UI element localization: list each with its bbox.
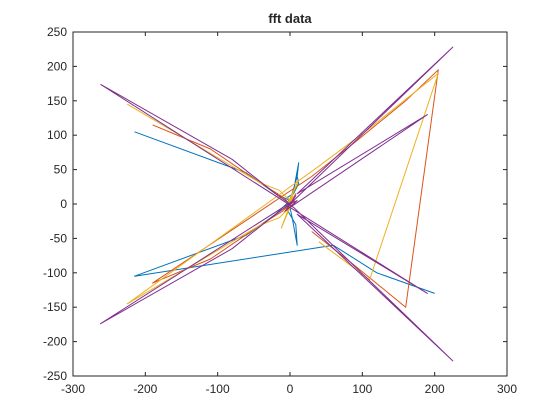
x-tick-label: -100 [206, 382, 230, 396]
y-tick-label: -250 [43, 369, 67, 383]
y-tick-label: -200 [43, 335, 67, 349]
y-tick-label: 0 [60, 197, 67, 211]
y-tick-label: 250 [47, 25, 67, 39]
y-tick-label: 100 [47, 128, 67, 142]
x-tick-label: -300 [61, 382, 85, 396]
x-tick-label: -200 [133, 382, 157, 396]
y-tick-label: 200 [47, 59, 67, 73]
x-tick-label: 300 [497, 382, 517, 396]
y-tick-label: 150 [47, 94, 67, 108]
y-tick-label: 50 [54, 163, 68, 177]
x-tick-label: 0 [287, 382, 294, 396]
chart-title: fft data [268, 11, 312, 26]
series-layer [100, 46, 454, 362]
y-tick-label: -100 [43, 266, 67, 280]
x-tick-label: 200 [425, 382, 445, 396]
tick-layer: -300 -200 -100 0 100 200 300 -250 -200 -150 -100 -5… [43, 25, 517, 396]
y-tick-label: -50 [50, 231, 68, 245]
series-line-4 [100, 46, 454, 362]
series-line-2 [152, 69, 439, 308]
y-tick-label: -150 [43, 300, 67, 314]
x-tick-label: 100 [352, 382, 372, 396]
